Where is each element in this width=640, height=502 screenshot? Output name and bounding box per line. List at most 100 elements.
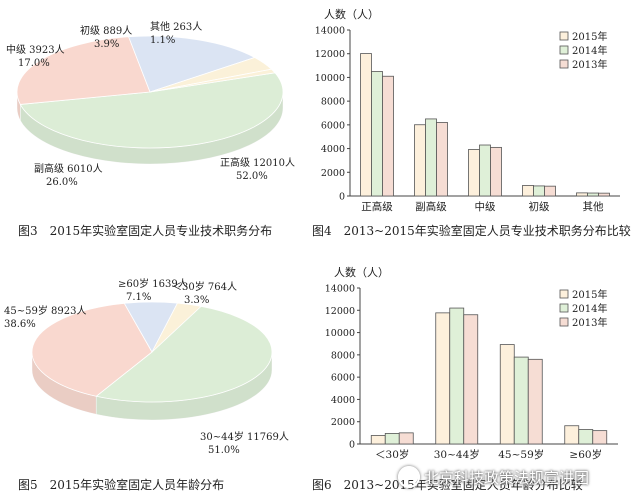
fig6-legend-label: 2014年 xyxy=(572,302,607,315)
fig5-slice-label: ≥60岁 1639人 xyxy=(118,277,188,290)
fig6-y-tick-label: 10000 xyxy=(325,328,355,339)
fig4-bar xyxy=(522,185,534,197)
fig4-y-tick-label: 6000 xyxy=(321,120,345,131)
fig3-caption: 图3 2015年实验室固定人员专业技术职务分布 xyxy=(18,224,273,238)
fig6-legend-swatch xyxy=(559,289,569,299)
fig5-pie-chart: 30~44岁 11769人 51.0% 45~59岁 8923人 38.6% ≥60岁 … xyxy=(4,277,289,456)
fig5-slice-percent: 38.6% xyxy=(4,319,36,330)
fig4-bar xyxy=(598,192,610,197)
fig6-bar xyxy=(527,358,543,445)
fig6-y-tick-label: 4000 xyxy=(331,395,355,406)
fig6-y-tick-label: 2000 xyxy=(331,417,355,428)
fig5-slice xyxy=(95,305,273,403)
fig6-bar xyxy=(463,314,479,445)
fig6-bar xyxy=(564,425,580,445)
fig4-legend-label: 2015年 xyxy=(572,30,607,43)
fig4-x-tick-label: 初级 xyxy=(529,200,550,213)
fig4-legend-swatch xyxy=(559,31,569,41)
fig6-bar xyxy=(398,432,414,445)
fig4-legend-swatch xyxy=(559,59,569,69)
fig4-y-tick-label: 14000 xyxy=(315,26,345,37)
fig6-legend-label: 2015年 xyxy=(572,288,607,301)
fig6-bar xyxy=(499,344,515,445)
fig3-slice-percent: 52.0% xyxy=(236,171,268,182)
fig6-legend-swatch xyxy=(559,317,569,327)
fig4-bar xyxy=(479,144,491,197)
fig4-bar xyxy=(533,185,545,197)
fig6-bar xyxy=(513,356,529,445)
fig6-y-tick-label: 0 xyxy=(349,440,355,451)
watermark-text: 北京科技政策法规宣讲团 xyxy=(424,468,590,487)
fig4-bar xyxy=(371,71,383,197)
fig3-slice-percent: 26.0% xyxy=(46,177,78,188)
fig6-legend-label: 2013年 xyxy=(572,316,607,329)
fig4-y-tick-label: 4000 xyxy=(321,144,345,155)
fig4-legend-swatch xyxy=(559,45,569,55)
fig5-slice-shade xyxy=(96,352,273,421)
fig4-x-tick-label: 中级 xyxy=(475,200,496,213)
fig6-y-axis-title: 人数（人） xyxy=(334,266,389,279)
fig5-slice-percent: 51.0% xyxy=(208,445,240,456)
fig6-x-tick-label: ＜30岁 xyxy=(375,448,409,461)
fig6-y-tick-label: 6000 xyxy=(331,373,355,384)
watermark: 北京科技政策法规宣讲团 xyxy=(398,462,634,492)
fig3-slice xyxy=(128,35,256,93)
fig6-bar-chart: 0 2000 4000 6000 8000 10000 12000 14000 人数（人） ＜30… xyxy=(325,266,618,461)
fig4-x-tick-label: 正高级 xyxy=(361,200,393,213)
fig3-slice-label: 副高级 6010人 xyxy=(34,162,103,175)
fig4-x-tick-label: 副高级 xyxy=(415,200,447,213)
fig3-slice-label: 正高级 12010人 xyxy=(220,156,295,169)
fig3-slice-label: 其他 263人 xyxy=(150,20,202,33)
fig5-slice xyxy=(31,302,153,397)
fig3-slice-label: 初级 889人 xyxy=(80,24,132,37)
fig4-caption: 图4 2013~2015年实验室固定人员专业技术职务分布比较 xyxy=(312,224,631,238)
fig4-bar xyxy=(490,146,502,197)
fig6-y-tick-label: 8000 xyxy=(331,350,355,361)
fig4-bar xyxy=(468,149,480,197)
fig3-pie-chart: 正高级 12010人 52.0% 副高级 6010人 26.0% 中级 3923人 17.… xyxy=(6,20,295,188)
fig4-bar xyxy=(544,185,556,197)
fig4-y-tick-label: 8000 xyxy=(321,97,345,108)
fig4-bar xyxy=(425,118,437,197)
fig3-slice xyxy=(19,72,284,149)
fig5-slice-label: ＜30岁 764人 xyxy=(172,280,237,293)
fig6-bar xyxy=(384,433,400,445)
fig4-y-tick-label: 2000 xyxy=(321,168,345,179)
fig4-bar xyxy=(576,192,588,197)
fig6-legend-swatch xyxy=(559,303,569,313)
fig5-slice-label: 45~59岁 8923人 xyxy=(4,304,86,317)
fig6-bar xyxy=(592,430,608,445)
fig4-legend-label: 2014年 xyxy=(572,44,607,57)
fig5-slice-percent: 7.1% xyxy=(126,292,151,303)
fig4-y-tick-label: 12000 xyxy=(315,49,345,60)
fig5-caption: 图5 2015年实验室固定人员年龄分布 xyxy=(18,478,225,492)
fig6-x-tick-label: 45~59岁 xyxy=(498,448,544,461)
fig6-bar xyxy=(435,312,451,445)
fig5-slice-shade xyxy=(32,352,97,415)
fig5-slice-percent: 3.3% xyxy=(184,295,209,306)
fig6-y-tick-label: 14000 xyxy=(325,284,355,295)
fig4-bar-chart: 0 2000 4000 6000 8000 10000 12000 14000 人数（人） 正高级… xyxy=(315,8,620,213)
fig4-bar xyxy=(414,124,426,197)
fig4-bar xyxy=(382,75,394,197)
fig3-slice-percent: 1.1% xyxy=(150,35,175,46)
fig6-bar xyxy=(578,429,594,445)
fig4-bar xyxy=(587,192,599,197)
fig3-slice-percent: 17.0% xyxy=(18,58,50,69)
fig5-slice xyxy=(151,302,202,353)
fig4-bar xyxy=(436,122,448,197)
fig4-y-tick-label: 10000 xyxy=(315,73,345,84)
fig4-y-axis-title: 人数（人） xyxy=(324,8,379,21)
wechat-icon xyxy=(398,466,420,488)
fig3-slice xyxy=(16,36,151,105)
fig6-x-tick-label: 30~44岁 xyxy=(434,448,480,461)
fig3-slice-percent: 3.9% xyxy=(94,39,119,50)
fig3-slice-label: 中级 3923人 xyxy=(6,43,65,56)
fig5-slice-label: 30~44岁 11769人 xyxy=(200,430,289,443)
fig6-bar xyxy=(370,435,386,445)
fig6-y-tick-label: 12000 xyxy=(325,306,355,317)
fig4-x-tick-label: 其他 xyxy=(583,200,604,213)
fig3-slice xyxy=(149,68,276,93)
fig4-legend-label: 2013年 xyxy=(572,58,607,71)
